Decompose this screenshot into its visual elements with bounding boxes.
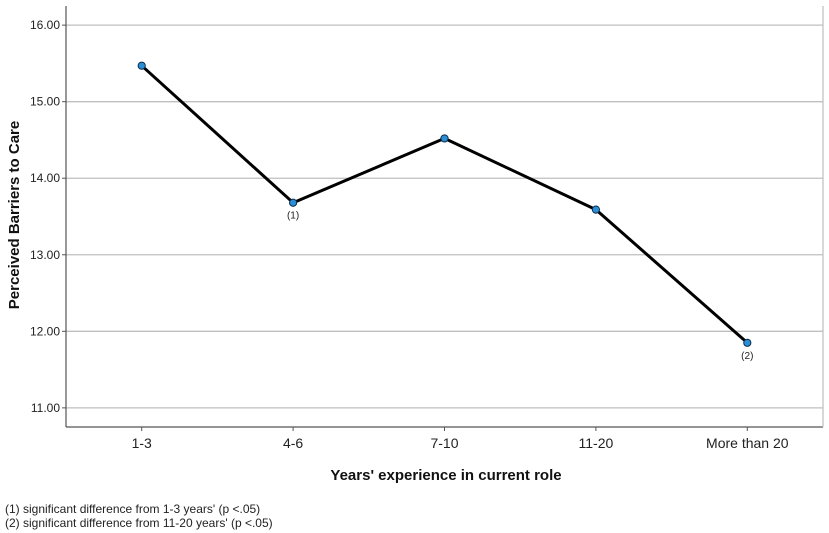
data-point (743, 338, 752, 347)
x-tick-label: 11-20 (579, 435, 614, 451)
x-tick-label: 4-6 (283, 435, 303, 451)
annotations: (1) (2) (287, 211, 753, 362)
y-tick-label: 16.00 (30, 18, 60, 32)
x-axis-title: Years' experience in current role (330, 467, 561, 484)
series-markers (137, 61, 752, 347)
y-tick-label: 12.00 (30, 324, 60, 338)
y-tick-labels: 11.00 12.00 13.00 14.00 15.00 16.00 (30, 18, 60, 415)
y-tick-label: 15.00 (30, 95, 60, 109)
data-point (440, 134, 449, 143)
x-tick-label: 7-10 (430, 435, 458, 451)
x-tick-labels: 1-3 4-6 7-10 11-20 More than 20 (132, 435, 789, 451)
axes (62, 6, 824, 431)
y-axis-title: Perceived Barriers to Care (6, 121, 23, 309)
data-point (137, 61, 146, 70)
x-tick-label: 1-3 (132, 435, 152, 451)
series-line (140, 64, 749, 344)
y-tick-label: 14.00 (30, 171, 60, 185)
point-annotation: (2) (741, 351, 753, 362)
data-point (289, 198, 298, 207)
point-annotation: (1) (287, 211, 299, 222)
footnote-2: (2) significant difference from 11-20 ye… (5, 516, 273, 530)
y-tick-label: 13.00 (30, 248, 60, 262)
x-tick-label: More than 20 (706, 435, 789, 451)
footnote-1: (1) significant difference from 1-3 year… (5, 502, 261, 516)
y-tick-label: 11.00 (31, 401, 60, 415)
gridlines (66, 24, 823, 409)
series-line-path (140, 64, 749, 344)
data-point (591, 205, 601, 214)
